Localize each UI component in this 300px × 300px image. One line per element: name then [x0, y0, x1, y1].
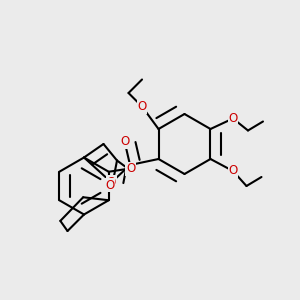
Text: O: O	[137, 100, 147, 113]
Text: O: O	[107, 176, 116, 189]
Text: O: O	[120, 135, 129, 148]
Text: O: O	[105, 179, 114, 192]
Text: O: O	[228, 164, 238, 178]
Text: O: O	[126, 162, 135, 175]
Text: O: O	[228, 112, 238, 125]
